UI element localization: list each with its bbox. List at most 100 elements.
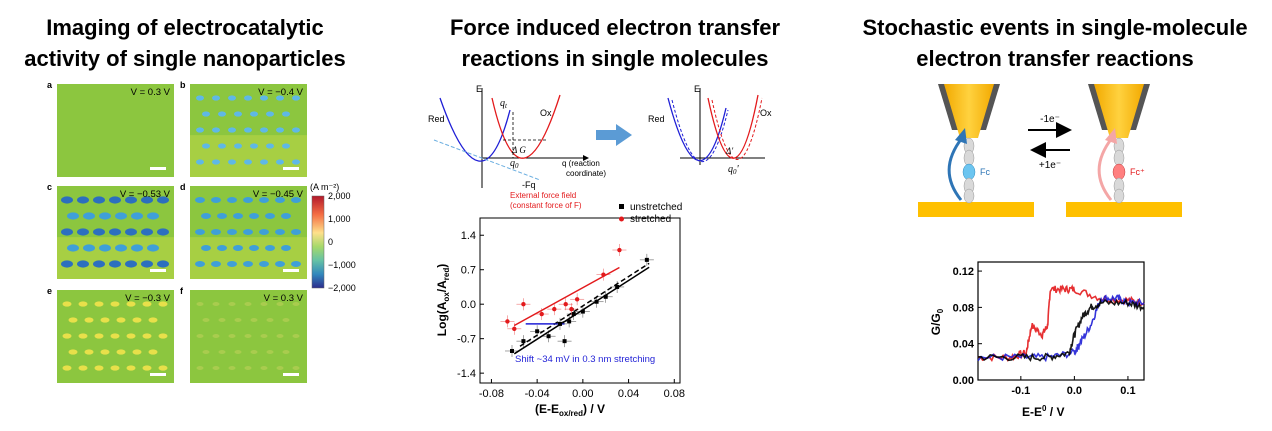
x-tick-label: -0.1 (1011, 385, 1030, 397)
nanoparticle-spot (83, 244, 95, 252)
nanoparticle-image-f: f V = 0.3 V (180, 286, 307, 383)
nanoparticle-spot (126, 365, 136, 371)
nanoparticle-spot (218, 111, 226, 117)
nanoparticle-spot (244, 366, 252, 370)
nanoparticle-spot (157, 260, 169, 268)
nanoparticle-spot (228, 127, 236, 133)
nanoparticle-spot (259, 197, 269, 203)
chart2-xlabel: (E-Eox/red) / V (535, 402, 605, 418)
nanoparticle-spot (109, 260, 121, 268)
nanoparticle-spot (93, 228, 105, 236)
nanoparticle-spot (116, 349, 126, 355)
data-point-unstretched (644, 257, 649, 262)
data-point-unstretched (510, 348, 514, 353)
nanoparticle-spot (249, 213, 259, 219)
nanoparticle-spot (276, 95, 284, 101)
y-tick-label: 0.08 (953, 302, 974, 314)
scale-bar (283, 167, 299, 170)
nanoparticle-spot (276, 334, 284, 338)
nanoparticle-spot (243, 229, 253, 235)
minus-e-label: -1e⁻ (1040, 114, 1060, 125)
data-point-stretched (552, 306, 557, 312)
nanoparticle-spot (259, 261, 269, 267)
nanoparticle-spot (100, 349, 110, 355)
nanoparticle-spot (132, 349, 142, 355)
scale-bar (150, 373, 166, 376)
nanoparticle-spot (259, 229, 269, 235)
nanoparticle-spot (196, 95, 204, 101)
nanoparticle-spot (61, 196, 73, 204)
nanoparticle-spot (212, 334, 220, 338)
tile-letter: a (47, 80, 53, 90)
axis-q-label: q (reaction (562, 159, 600, 168)
nanoparticle-spot (195, 261, 205, 267)
colorbar-tick: 1,000 (328, 214, 351, 224)
data-point-unstretched (546, 334, 551, 339)
nanoparticle-spot (84, 317, 94, 323)
nanoparticle-spot (78, 333, 88, 339)
nanoparticle-spot (196, 159, 204, 165)
trace-black (977, 297, 1145, 363)
tile-voltage-label: V = 0.3 V (131, 87, 171, 98)
nanoparticle-spot (142, 333, 152, 339)
nanoparticle-spot (202, 111, 210, 117)
molecular-junction-diagram: Fc -1e⁻ +1e⁻ Fc⁺ (918, 84, 1182, 217)
nanoparticle-spot (260, 302, 268, 306)
transition-arrow-icon (596, 124, 632, 146)
fc-plus-label: Fc⁺ (1130, 167, 1145, 177)
delta-g-label: Δ G (511, 145, 526, 155)
nanoparticle-spot (282, 318, 290, 322)
nanoparticle-spot (212, 302, 220, 306)
data-point-stretched (617, 247, 622, 253)
tile-voltage-label: V = −0.45 V (253, 189, 304, 200)
tile-letter: f (180, 286, 184, 296)
nanoparticle-spot (211, 229, 221, 235)
nanoparticle-spot (201, 245, 211, 251)
nanoparticle-spot (291, 229, 301, 235)
substrate-right (1066, 202, 1182, 217)
nanoparticle-spot (67, 244, 79, 252)
electron-path-right (1097, 137, 1114, 201)
x-tick-label: 0.1 (1120, 385, 1135, 397)
nanoparticle-spot (260, 334, 268, 338)
nanoparticle-spot (84, 349, 94, 355)
nanoparticle-spot (115, 244, 127, 252)
nanoparticle-spot (67, 212, 79, 220)
nanoparticle-spot (109, 228, 121, 236)
nanoparticle-spot (276, 127, 284, 133)
data-point-stretched (539, 311, 544, 317)
nanoparticle-spot (227, 197, 237, 203)
nanoparticle-spot (110, 301, 120, 307)
y-tick-label: 0.04 (953, 339, 975, 351)
nanoparticle-spot (292, 159, 300, 165)
nanoparticle-spot (61, 260, 73, 268)
data-point-unstretched (567, 319, 572, 324)
data-point-stretched (569, 306, 574, 312)
nanoparticle-spot (202, 143, 210, 149)
nanoparticle-spot (62, 333, 72, 339)
scale-bar (150, 269, 166, 272)
q0-prime-label: q0' (728, 164, 740, 176)
nanoparticle-spot (282, 143, 290, 149)
qt-label: qt (500, 98, 508, 110)
data-point-stretched (563, 301, 568, 307)
nanoparticle-spot (212, 366, 220, 370)
nanoparticle-spot (202, 350, 210, 354)
nanoparticle-spot (218, 143, 226, 149)
force-caption-1: External force field (510, 191, 576, 200)
q0-label: q0 (510, 158, 519, 170)
nanoparticle-spot (244, 334, 252, 338)
nanoparticle-spot (212, 159, 220, 165)
nanoparticle-spot (243, 261, 253, 267)
data-point-unstretched (594, 299, 599, 304)
scale-bar (283, 373, 299, 376)
nanoparticle-spot (211, 197, 221, 203)
ox-label: Ox (540, 108, 552, 118)
tile-letter: e (47, 286, 52, 296)
nanoparticle-spot (141, 228, 153, 236)
x-tick-label: -0.04 (525, 388, 550, 400)
nanoparticle-spot (141, 260, 153, 268)
nanoparticle-spot (275, 261, 285, 267)
nanoparticle-spot (233, 213, 243, 219)
fc-center (962, 163, 976, 181)
